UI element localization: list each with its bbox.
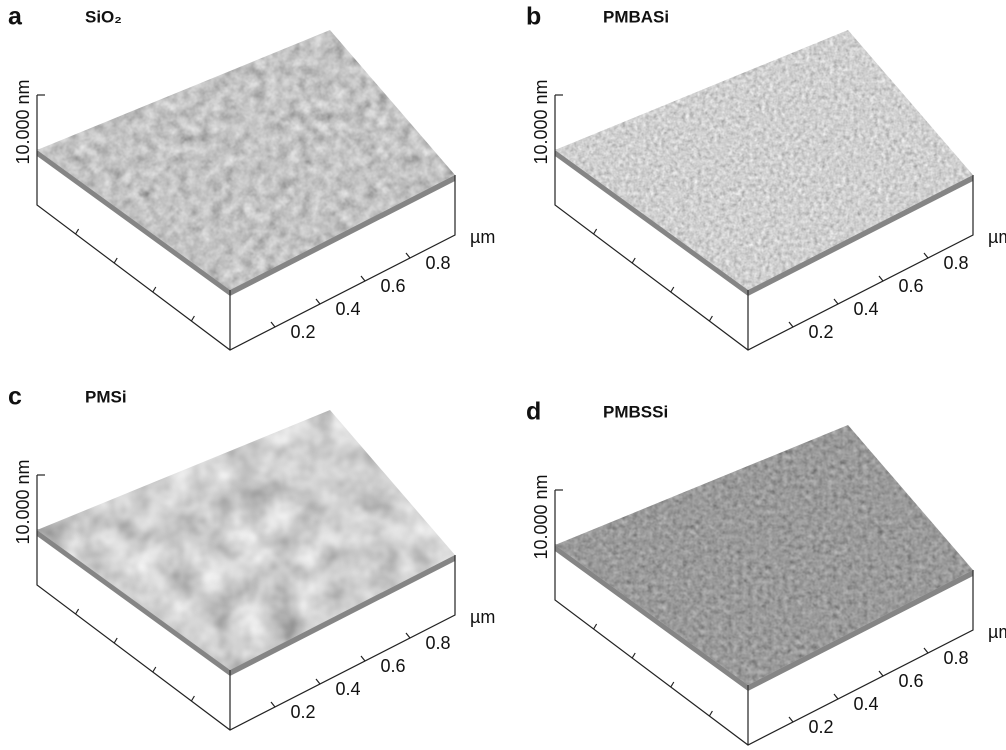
side-face (230, 175, 455, 296)
z-label: 10.000 nm (13, 79, 33, 164)
axis-unit: µm (470, 227, 495, 247)
afm-surface (37, 410, 455, 670)
y-tick (315, 298, 321, 305)
panel-title: SiO₂ (85, 7, 122, 26)
y-tick-label: 0.6 (380, 276, 405, 296)
x-tick (593, 623, 598, 630)
y-tick-label: 0.8 (943, 253, 968, 273)
x-tick (113, 257, 118, 264)
x-tick (708, 710, 713, 717)
x-tick (75, 228, 80, 235)
axis-unit: µm (988, 622, 1006, 642)
front-face (37, 150, 230, 296)
x-tick (113, 637, 118, 644)
y-tick (923, 647, 929, 654)
front-face (555, 150, 748, 296)
y-tick-label: 0.8 (943, 648, 968, 668)
axis-unit: µm (988, 227, 1006, 247)
front-face (555, 545, 748, 691)
y-tick (315, 678, 321, 685)
afm-surface (555, 425, 973, 685)
y-tick (405, 252, 411, 259)
panel: a SiO₂ 10.000 nm 0.2 0.4 0.6 0.8 µm (8, 3, 495, 351)
x-tick (152, 666, 157, 673)
y-tick (405, 632, 411, 639)
panel: c PMSi 10.000 nm 0.2 0.4 0.6 0.8 µm (8, 383, 495, 731)
x-tick (152, 286, 157, 293)
y-tick-label: 0.4 (853, 694, 878, 714)
panel-title: PMBASi (603, 7, 669, 26)
x-tick (190, 315, 195, 322)
x-tick (593, 228, 598, 235)
y-tick (878, 275, 884, 282)
panel-title: PMSi (85, 387, 127, 406)
panel: b PMBASi 10.000 nm 0.2 0.4 0.6 0.8 µm (526, 3, 1006, 351)
y-tick-label: 0.6 (898, 671, 923, 691)
panel: d PMBSSi 10.000 nm 0.2 0.4 0.6 0.8 µm (526, 398, 1006, 746)
side-face (748, 570, 973, 691)
y-tick-label: 0.6 (898, 276, 923, 296)
z-label: 10.000 nm (531, 474, 551, 559)
panel-letter: b (526, 3, 541, 31)
y-tick (270, 321, 276, 328)
y-tick-label: 0.2 (808, 717, 833, 737)
y-tick (270, 701, 276, 708)
y-tick-label: 0.4 (335, 679, 360, 699)
y-tick-label: 0.4 (853, 299, 878, 319)
panel-title: PMBSSi (603, 402, 668, 421)
y-tick-label: 0.6 (380, 656, 405, 676)
afm-surface (37, 30, 455, 290)
y-tick-label: 0.2 (290, 702, 315, 722)
afm-surface (555, 30, 973, 290)
y-tick-label: 0.8 (425, 253, 450, 273)
x-tick (190, 695, 195, 702)
z-label: 10.000 nm (531, 79, 551, 164)
x-tick (670, 286, 675, 293)
y-tick-label: 0.4 (335, 299, 360, 319)
y-tick (833, 693, 839, 700)
x-tick (708, 315, 713, 322)
y-tick (923, 252, 929, 259)
y-tick-label: 0.8 (425, 633, 450, 653)
side-face (230, 555, 455, 676)
panel-letter: a (8, 3, 23, 31)
y-tick (360, 275, 366, 282)
panel-letter: c (8, 383, 22, 411)
y-tick (878, 670, 884, 677)
panel-letter: d (526, 398, 541, 426)
x-tick (631, 257, 636, 264)
x-tick (670, 681, 675, 688)
y-tick-label: 0.2 (290, 322, 315, 342)
y-tick (788, 321, 794, 328)
x-tick (631, 652, 636, 659)
axis-unit: µm (470, 607, 495, 627)
side-face (748, 175, 973, 296)
front-face (37, 530, 230, 676)
y-tick-label: 0.2 (808, 322, 833, 342)
y-tick (360, 655, 366, 662)
y-tick (833, 298, 839, 305)
x-tick (75, 608, 80, 615)
y-tick (788, 716, 794, 723)
z-label: 10.000 nm (13, 459, 33, 544)
